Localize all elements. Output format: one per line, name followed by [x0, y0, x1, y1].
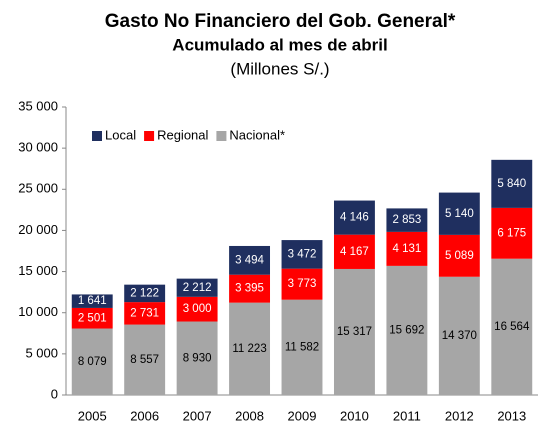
y-tick-label: 30 000 [18, 140, 58, 155]
bar-segment [438, 234, 480, 277]
y-tick-label: 20 000 [18, 222, 58, 237]
bar-segment [491, 207, 533, 259]
data-label: 15 317 [337, 326, 372, 338]
x-tick-label: 2011 [393, 408, 421, 423]
x-tick-label: 2008 [235, 408, 264, 423]
data-label: 3 472 [288, 248, 317, 260]
unit-label: (Millones S/.) [230, 59, 329, 78]
bar-segment [124, 284, 166, 303]
data-label: 5 840 [497, 178, 526, 190]
bar-segment [176, 278, 218, 297]
bar-segment [386, 265, 428, 395]
data-label: 8 930 [183, 352, 212, 364]
data-label: 4 131 [392, 243, 421, 255]
data-label: 11 223 [232, 343, 266, 355]
legend-label: Regional [157, 127, 208, 142]
y-tick-label: 15 000 [18, 263, 58, 278]
bar-segment [438, 192, 480, 235]
bar-segment [229, 302, 271, 395]
bar-segment [124, 302, 166, 325]
x-tick-label: 2006 [130, 408, 159, 423]
bar-segment [386, 208, 428, 232]
bar-segment [71, 307, 113, 329]
bar-segment [333, 200, 375, 235]
x-tick-label: 2007 [183, 408, 212, 423]
bar-segment [438, 276, 480, 395]
data-label: 4 146 [340, 212, 369, 224]
data-label: 14 370 [442, 330, 477, 342]
legend-swatch [216, 131, 227, 141]
x-tick-label: 2010 [340, 408, 369, 423]
data-label: 3 395 [235, 283, 264, 295]
data-label: 11 582 [285, 341, 319, 353]
data-label: 5 140 [445, 208, 474, 220]
data-label: 4 167 [340, 246, 369, 258]
bar-segment [71, 294, 113, 308]
data-label: 3 000 [183, 303, 212, 315]
y-tick-label: 5 000 [25, 345, 58, 360]
y-tick-label: 35 000 [18, 98, 58, 113]
x-tick-label: 2009 [288, 408, 317, 423]
y-tick-label: 0 [51, 386, 58, 401]
data-label: 2 731 [130, 307, 159, 319]
data-label: 3 773 [288, 278, 317, 290]
x-tick-label: 2005 [78, 408, 107, 423]
legend-label: Local [105, 127, 136, 142]
bar-segment [281, 299, 323, 395]
bar-segment [176, 321, 218, 395]
data-label: 2 501 [78, 312, 107, 324]
y-tick-label: 10 000 [18, 304, 58, 319]
legend-swatch [92, 131, 102, 141]
legend-label: Nacional* [229, 127, 285, 142]
chart-subtitle: Acumulado al mes de abril [172, 35, 387, 54]
data-label: 6 175 [497, 227, 526, 239]
bar-segment [176, 296, 218, 322]
bar-segment [124, 324, 166, 395]
bar-segment [386, 231, 428, 266]
data-label: 5 089 [445, 250, 474, 262]
bar-segment [333, 268, 375, 395]
x-tick-label: 2012 [445, 408, 474, 423]
bar-segment [229, 274, 271, 303]
data-label: 3 494 [235, 254, 264, 266]
data-label: 16 564 [494, 321, 530, 333]
bar-segment [491, 258, 533, 395]
data-label: 8 557 [130, 354, 159, 366]
data-label: 2 212 [183, 282, 212, 294]
bar-segment [333, 234, 375, 269]
data-label: 15 692 [389, 324, 424, 336]
legend-swatch [144, 131, 155, 141]
y-tick-label: 25 000 [18, 181, 58, 196]
data-label: 2 853 [392, 214, 421, 226]
data-label: 1 641 [78, 295, 107, 307]
data-label: 2 122 [130, 287, 159, 299]
data-label: 8 079 [78, 356, 107, 368]
x-tick-label: 2013 [497, 408, 526, 423]
chart-title: Gasto No Financiero del Gob. General* [105, 11, 456, 32]
bar-segment [281, 268, 323, 300]
bar-segment [491, 159, 533, 208]
bar-segment [229, 245, 271, 275]
bar-segment [281, 240, 323, 269]
bar-segment [71, 328, 113, 395]
